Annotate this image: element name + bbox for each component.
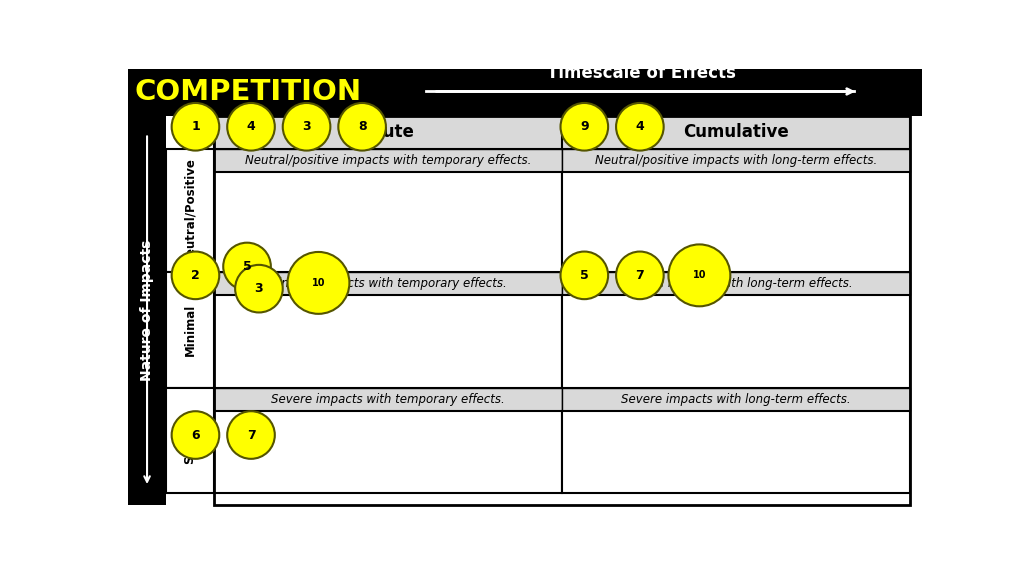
Bar — [214, 149, 562, 172]
Text: 10: 10 — [311, 278, 326, 288]
Bar — [562, 295, 909, 388]
Text: Cumulative: Cumulative — [683, 123, 788, 141]
Ellipse shape — [223, 242, 270, 290]
Text: 9: 9 — [580, 120, 589, 133]
Text: Neutral/positive impacts with long-term effects.: Neutral/positive impacts with long-term … — [595, 154, 877, 167]
Bar — [214, 272, 562, 295]
Bar — [562, 411, 909, 493]
Text: 4: 4 — [636, 120, 644, 133]
Bar — [166, 272, 214, 388]
Text: 7: 7 — [247, 429, 255, 442]
Ellipse shape — [172, 103, 219, 150]
Bar — [128, 116, 166, 505]
Text: 10: 10 — [692, 270, 707, 281]
Bar — [562, 388, 909, 411]
Bar — [214, 116, 909, 149]
Bar — [214, 116, 909, 505]
Ellipse shape — [172, 252, 219, 299]
Text: 3: 3 — [302, 120, 311, 133]
Ellipse shape — [616, 252, 664, 299]
Bar — [214, 172, 562, 272]
Ellipse shape — [172, 411, 219, 459]
Bar — [214, 295, 562, 388]
Bar — [166, 149, 214, 272]
Text: 6: 6 — [191, 429, 200, 442]
Bar — [166, 388, 214, 493]
Text: 8: 8 — [357, 120, 367, 133]
Bar — [128, 69, 922, 116]
Bar — [214, 388, 562, 411]
Ellipse shape — [288, 252, 349, 314]
Text: COMPETITION: COMPETITION — [134, 78, 361, 107]
Text: Severe: Severe — [183, 418, 197, 464]
Ellipse shape — [227, 411, 274, 459]
Ellipse shape — [616, 103, 664, 150]
Text: 7: 7 — [636, 269, 644, 282]
Text: 5: 5 — [580, 269, 589, 282]
Text: Acute: Acute — [360, 123, 415, 141]
Bar — [562, 172, 909, 272]
Text: 4: 4 — [247, 120, 255, 133]
Ellipse shape — [227, 103, 274, 150]
Text: 1: 1 — [191, 120, 200, 133]
Text: Nature of Impacts: Nature of Impacts — [140, 240, 154, 381]
Text: Minimal impacts with long-term effects.: Minimal impacts with long-term effects. — [618, 277, 853, 290]
Ellipse shape — [338, 103, 386, 150]
Ellipse shape — [560, 252, 608, 299]
Text: 3: 3 — [255, 282, 263, 295]
Text: Severe impacts with long-term effects.: Severe impacts with long-term effects. — [621, 393, 851, 406]
Ellipse shape — [283, 103, 331, 150]
Text: Neutral/Positive: Neutral/Positive — [183, 157, 197, 264]
Bar — [562, 272, 909, 295]
Text: Minimal: Minimal — [183, 304, 197, 356]
Text: Neutral/positive impacts with temporary effects.: Neutral/positive impacts with temporary … — [245, 154, 530, 167]
Bar — [214, 411, 562, 493]
Ellipse shape — [669, 244, 730, 306]
Bar — [166, 149, 214, 505]
Bar — [562, 149, 909, 172]
Text: Minimal impacts with temporary effects.: Minimal impacts with temporary effects. — [268, 277, 507, 290]
Text: 2: 2 — [191, 269, 200, 282]
Text: Timescale of Effects: Timescale of Effects — [548, 64, 736, 82]
Ellipse shape — [236, 265, 283, 312]
Text: 5: 5 — [243, 260, 252, 273]
Ellipse shape — [560, 103, 608, 150]
Text: Severe impacts with temporary effects.: Severe impacts with temporary effects. — [270, 393, 505, 406]
